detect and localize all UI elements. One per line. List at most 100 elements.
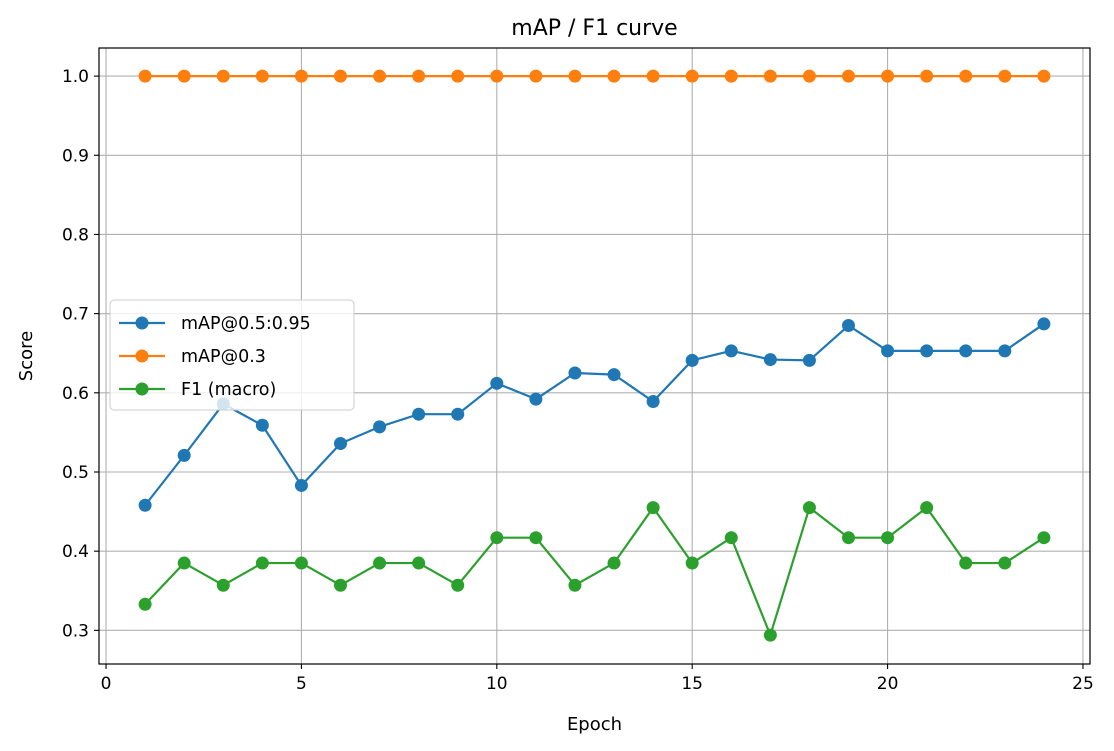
x-tick-label: 10 xyxy=(486,674,508,694)
y-tick-label: 0.5 xyxy=(62,463,89,483)
y-tick-label: 0.9 xyxy=(62,146,89,166)
data-point xyxy=(685,69,699,83)
data-point xyxy=(802,69,816,83)
data-point xyxy=(490,69,504,83)
legend-box xyxy=(109,299,355,411)
data-point xyxy=(881,69,895,83)
legend-swatch-marker xyxy=(135,349,149,363)
data-point xyxy=(607,556,621,570)
data-point xyxy=(646,69,660,83)
data-point xyxy=(1037,317,1051,331)
x-tick-label: 0 xyxy=(101,674,112,694)
data-point xyxy=(724,344,738,358)
data-point xyxy=(451,69,465,83)
series-line xyxy=(144,506,1045,637)
data-point xyxy=(607,368,621,382)
data-point xyxy=(568,578,582,592)
data-point xyxy=(333,436,347,450)
data-point xyxy=(333,69,347,83)
data-point xyxy=(177,448,191,462)
data-point xyxy=(451,578,465,592)
data-point xyxy=(216,578,230,592)
data-point xyxy=(255,556,269,570)
data-point xyxy=(529,69,543,83)
chart-title: mAP / F1 curve xyxy=(511,16,677,41)
data-point xyxy=(294,556,308,570)
data-point xyxy=(802,501,816,515)
data-point xyxy=(1037,531,1051,545)
data-point xyxy=(255,69,269,83)
data-point xyxy=(763,353,777,367)
y-tick-label: 0.8 xyxy=(62,225,89,245)
data-point xyxy=(763,628,777,642)
data-point xyxy=(412,69,426,83)
data-point xyxy=(373,69,387,83)
data-point xyxy=(842,69,856,83)
data-point xyxy=(294,69,308,83)
data-point xyxy=(802,353,816,367)
data-point xyxy=(646,395,660,409)
data-point xyxy=(138,69,152,83)
data-point xyxy=(842,531,856,545)
data-point xyxy=(138,597,152,611)
legend-label: F1 (macro) xyxy=(181,380,276,400)
x-tick-label: 25 xyxy=(1072,674,1094,694)
data-point xyxy=(333,578,347,592)
y-tick-label: 0.4 xyxy=(62,542,89,562)
legend-swatch-marker xyxy=(135,316,149,330)
data-point xyxy=(881,344,895,358)
data-point xyxy=(646,501,660,515)
y-tick-label: 1.0 xyxy=(62,67,89,87)
data-point xyxy=(568,366,582,380)
ticks: 0 5 10 15 20 25 0.3 0.4 0.5 0.6 0.7 0.8 0.9 1.0 xyxy=(62,67,1094,694)
data-point xyxy=(373,556,387,570)
data-point xyxy=(998,344,1012,358)
series-line xyxy=(144,323,1045,506)
data-point xyxy=(920,344,934,358)
y-tick-label: 0.7 xyxy=(62,305,89,325)
data-point xyxy=(920,69,934,83)
data-point xyxy=(490,376,504,390)
data-point xyxy=(568,69,582,83)
x-tick-label: 20 xyxy=(877,674,899,694)
data-point xyxy=(138,498,152,512)
legend-swatch-marker xyxy=(135,382,149,396)
data-point xyxy=(842,319,856,333)
data-point xyxy=(959,556,973,570)
data-point xyxy=(529,392,543,406)
plot-frame xyxy=(98,47,1091,665)
data-point xyxy=(294,478,308,492)
data-point xyxy=(490,531,504,545)
x-tick-label: 5 xyxy=(296,674,307,694)
data-point xyxy=(998,69,1012,83)
data-point xyxy=(920,501,934,515)
x-tick-label: 15 xyxy=(681,674,703,694)
y-tick-label: 0.6 xyxy=(62,384,89,404)
x-axis-label: Epoch xyxy=(567,714,622,735)
data-point xyxy=(1037,69,1051,83)
y-tick-label: 0.3 xyxy=(62,621,89,641)
data-point xyxy=(959,69,973,83)
data-point xyxy=(177,69,191,83)
data-point xyxy=(216,69,230,83)
data-point xyxy=(412,556,426,570)
data-point xyxy=(763,69,777,83)
data-point xyxy=(724,531,738,545)
data-point xyxy=(412,407,426,421)
data-point xyxy=(685,353,699,367)
data-point xyxy=(685,556,699,570)
data-point xyxy=(451,407,465,421)
y-axis-label: Score xyxy=(16,331,37,381)
data-point xyxy=(529,531,543,545)
series-layer xyxy=(138,69,1051,642)
legend-label: mAP@0.3 xyxy=(181,347,266,367)
data-point xyxy=(607,69,621,83)
data-point xyxy=(959,344,973,358)
data-point xyxy=(724,69,738,83)
legend: mAP@0.5:0.95 mAP@0.3 F1 (macro) xyxy=(109,299,355,411)
data-point xyxy=(373,420,387,434)
legend-label: mAP@0.5:0.95 xyxy=(181,314,311,334)
data-point xyxy=(998,556,1012,570)
data-point xyxy=(255,418,269,432)
